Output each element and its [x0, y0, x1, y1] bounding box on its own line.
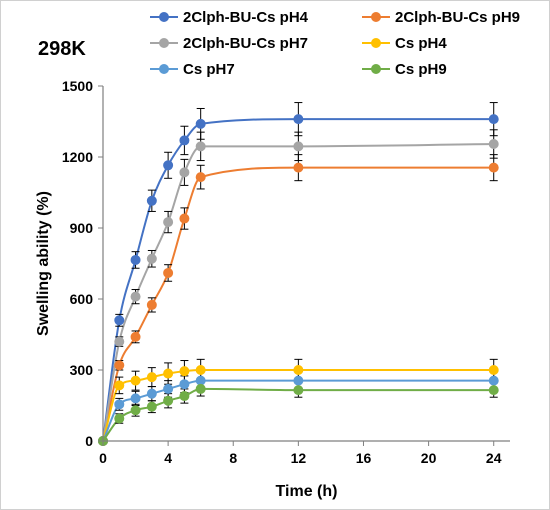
- legend-marker: [159, 38, 169, 48]
- legend-marker: [159, 64, 169, 74]
- data-point: [163, 395, 174, 406]
- data-point: [179, 167, 190, 178]
- data-point: [488, 375, 499, 386]
- data-point: [488, 162, 499, 173]
- x-tick-label: 4: [164, 450, 172, 466]
- data-point: [195, 118, 206, 129]
- y-tick-label: 300: [70, 362, 94, 378]
- data-point: [195, 375, 206, 386]
- x-tick-label: 20: [421, 450, 437, 466]
- data-point: [179, 135, 190, 146]
- data-point: [114, 413, 125, 424]
- legend-marker: [371, 38, 381, 48]
- data-point: [146, 253, 157, 264]
- data-point: [195, 365, 206, 375]
- x-tick-label: 16: [356, 450, 372, 466]
- data-point: [179, 213, 190, 224]
- data-point: [293, 162, 304, 173]
- data-point: [179, 391, 190, 402]
- data-point: [146, 388, 157, 399]
- data-point: [130, 393, 141, 404]
- y-tick-label: 600: [70, 291, 94, 307]
- data-point: [130, 375, 141, 386]
- data-point: [114, 360, 125, 371]
- data-point: [114, 399, 125, 410]
- legend-label: 2Clph-BU-Cs pH4: [183, 9, 309, 26]
- data-point: [163, 368, 174, 379]
- temperature-label: 298K: [38, 38, 86, 60]
- legend-label: Cs pH9: [395, 61, 447, 78]
- data-point: [293, 114, 304, 125]
- data-point: [130, 331, 141, 342]
- data-point: [130, 291, 141, 302]
- legend-label: 2Clph-BU-Cs pH7: [183, 35, 308, 52]
- data-point: [488, 365, 499, 375]
- y-tick-label: 1500: [62, 78, 93, 94]
- legend-label: Cs pH4: [395, 35, 447, 52]
- data-point: [488, 385, 499, 396]
- y-axis-title: Swelling ability (%): [35, 191, 52, 336]
- data-point: [179, 366, 190, 377]
- data-point: [146, 372, 157, 383]
- data-point: [163, 383, 174, 394]
- y-tick-label: 0: [85, 433, 93, 449]
- data-point: [195, 383, 206, 394]
- data-point: [163, 160, 174, 171]
- y-tick-label: 900: [70, 220, 94, 236]
- legend-marker: [159, 12, 169, 22]
- data-point: [163, 267, 174, 278]
- data-point: [114, 315, 125, 326]
- data-point: [146, 401, 157, 412]
- data-point: [114, 336, 125, 347]
- legend-marker: [371, 64, 381, 74]
- x-axis-title: Time (h): [276, 483, 338, 500]
- x-tick-label: 24: [486, 450, 502, 466]
- x-tick-label: 8: [229, 450, 237, 466]
- data-point: [488, 138, 499, 149]
- x-tick-label: 0: [99, 450, 107, 466]
- data-point: [293, 365, 304, 375]
- data-point: [179, 379, 190, 390]
- x-tick-label: 12: [291, 450, 307, 466]
- data-point: [114, 380, 125, 391]
- series-line: [102, 166, 494, 442]
- y-tick-label: 1200: [62, 149, 93, 165]
- data-point: [146, 195, 157, 206]
- data-point: [488, 114, 499, 125]
- data-point: [293, 375, 304, 386]
- data-point: [146, 299, 157, 310]
- legend-marker: [371, 12, 381, 22]
- data-point: [130, 405, 141, 416]
- data-point: [293, 141, 304, 152]
- data-point: [195, 141, 206, 152]
- data-point: [163, 217, 174, 228]
- legend-label: 2Clph-BU-Cs pH9: [395, 9, 520, 26]
- legend-label: Cs pH7: [183, 61, 235, 78]
- data-point: [293, 385, 304, 396]
- data-point: [195, 172, 206, 183]
- data-point: [130, 254, 141, 265]
